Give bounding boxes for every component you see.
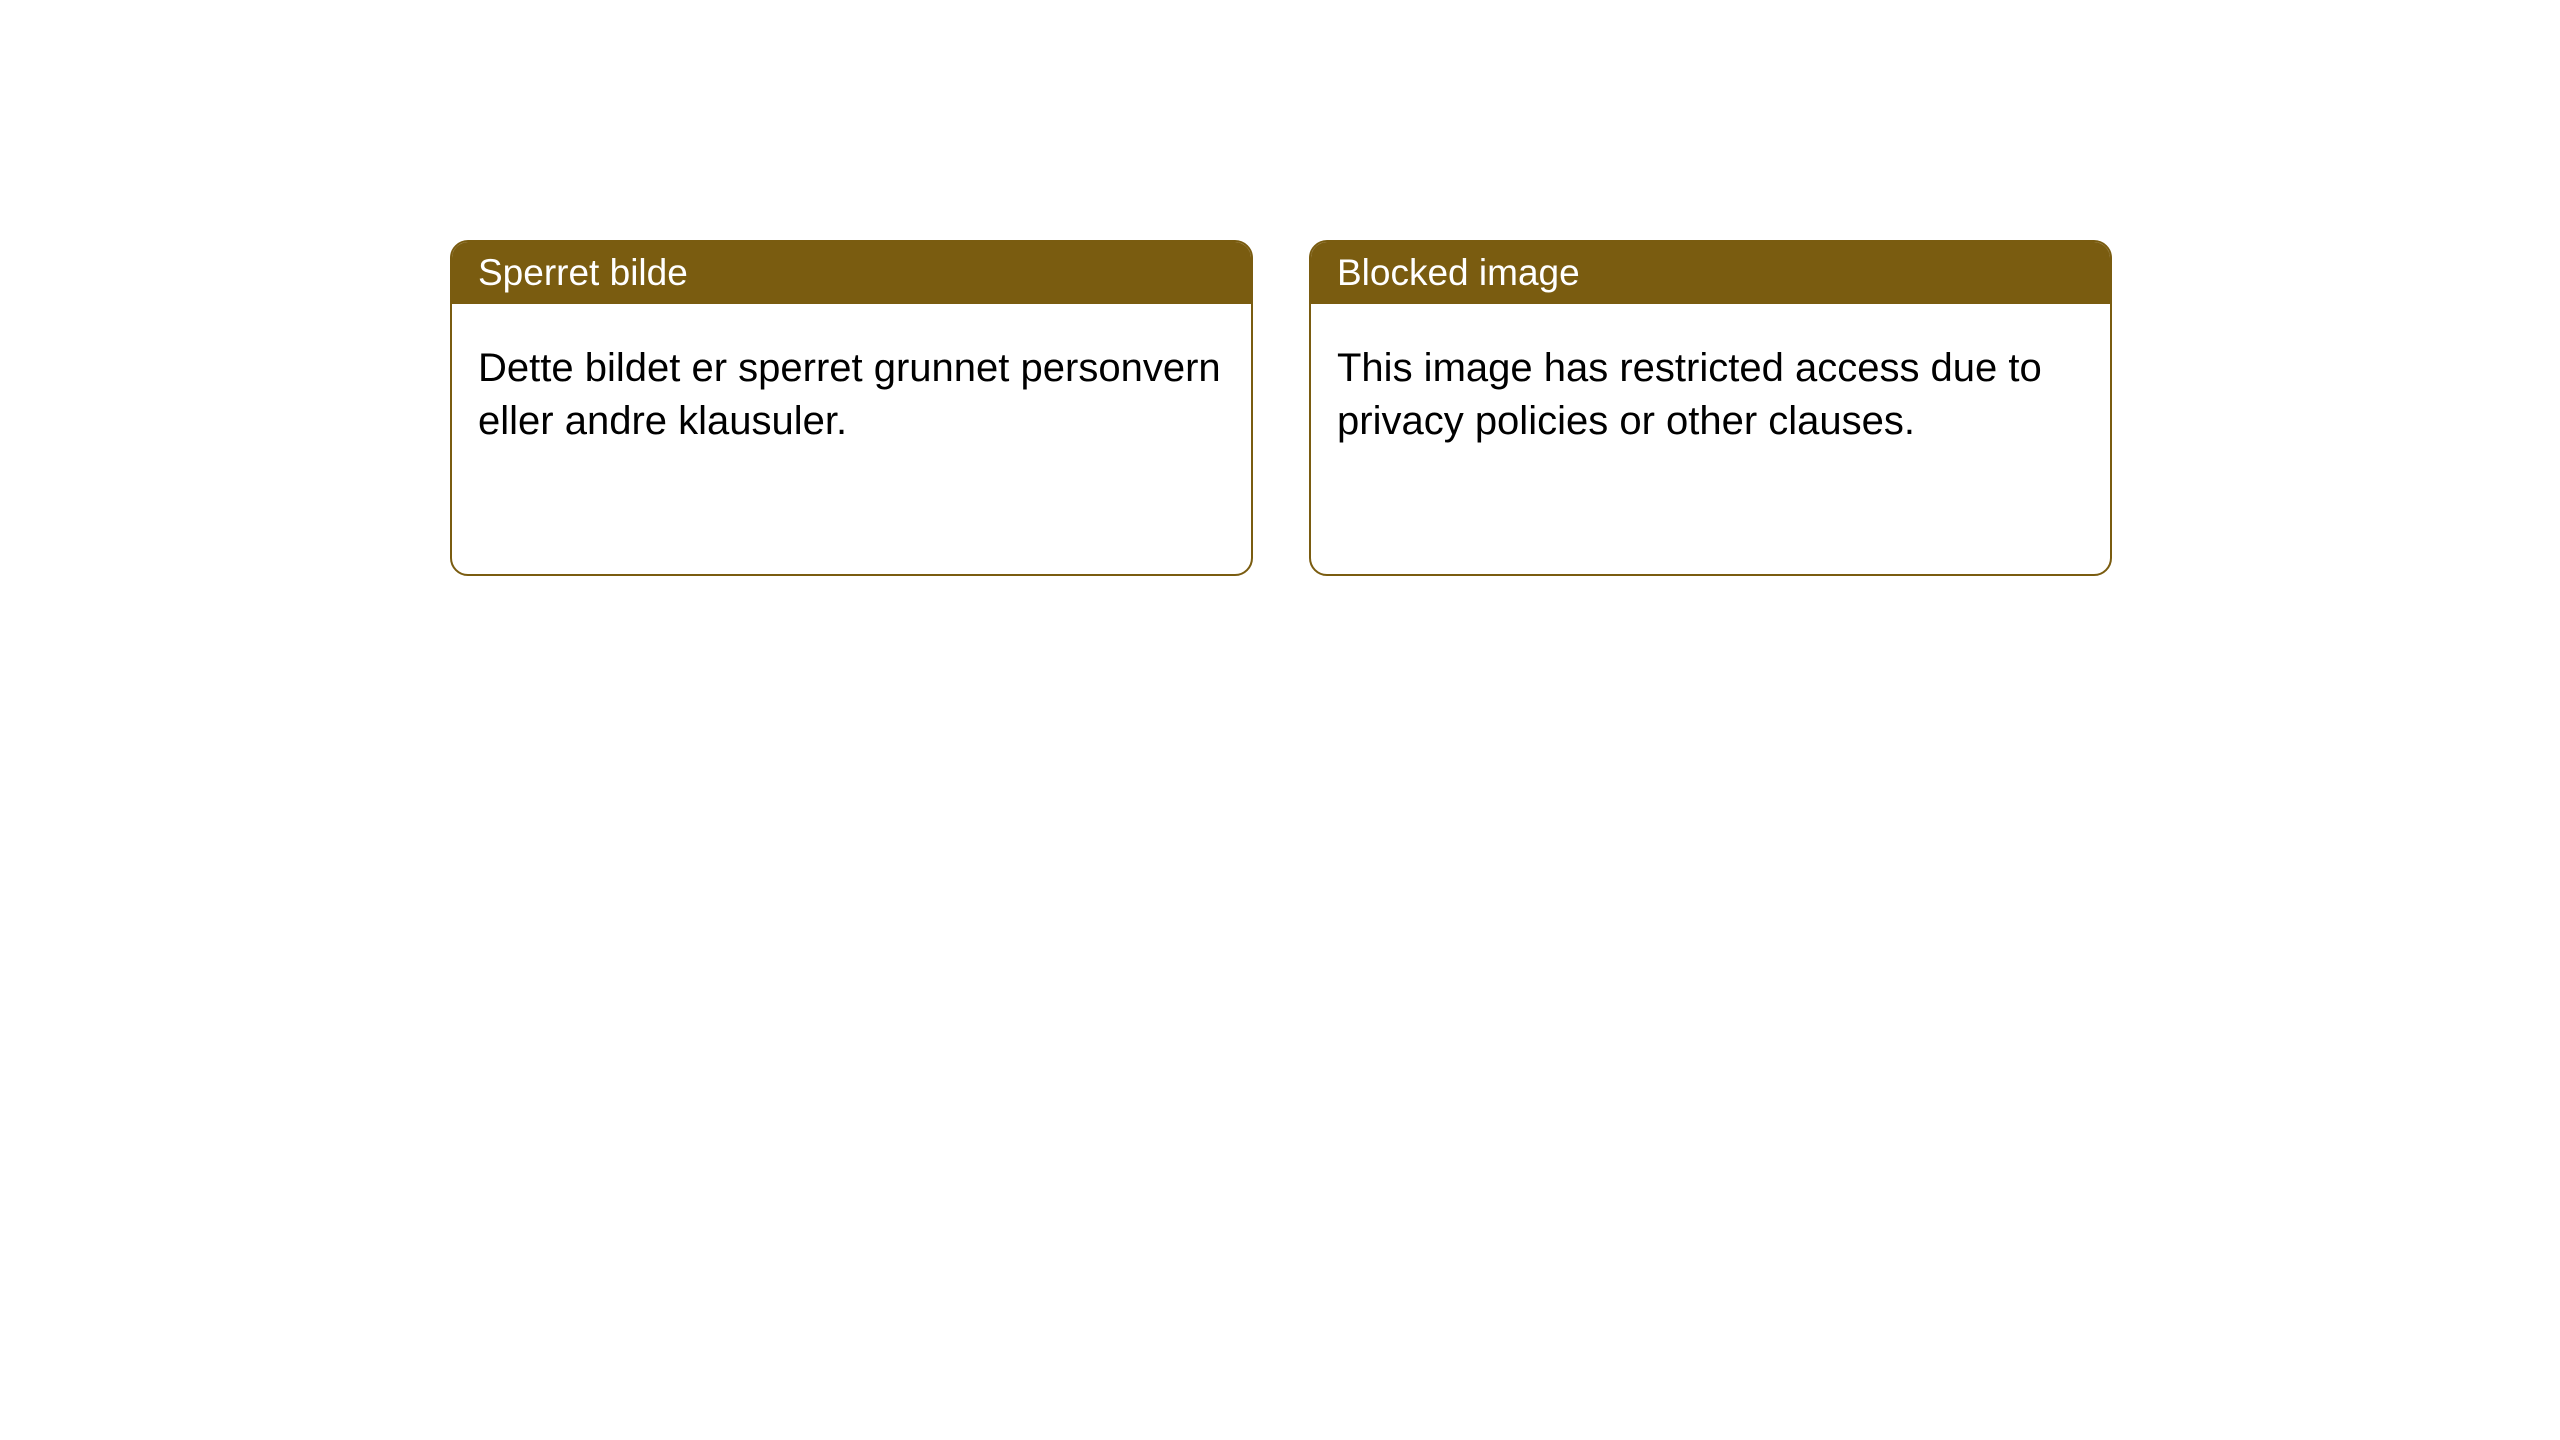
blocked-image-card-norwegian: Sperret bilde Dette bildet er sperret gr… bbox=[450, 240, 1253, 576]
card-message-english: This image has restricted access due to … bbox=[1337, 346, 2042, 443]
card-body-norwegian: Dette bildet er sperret grunnet personve… bbox=[452, 304, 1251, 486]
blocked-image-notices: Sperret bilde Dette bildet er sperret gr… bbox=[450, 240, 2112, 576]
card-message-norwegian: Dette bildet er sperret grunnet personve… bbox=[478, 346, 1221, 443]
card-title-english: Blocked image bbox=[1337, 252, 1580, 293]
card-title-norwegian: Sperret bilde bbox=[478, 252, 688, 293]
card-header-norwegian: Sperret bilde bbox=[452, 242, 1251, 304]
blocked-image-card-english: Blocked image This image has restricted … bbox=[1309, 240, 2112, 576]
card-header-english: Blocked image bbox=[1311, 242, 2110, 304]
card-body-english: This image has restricted access due to … bbox=[1311, 304, 2110, 486]
